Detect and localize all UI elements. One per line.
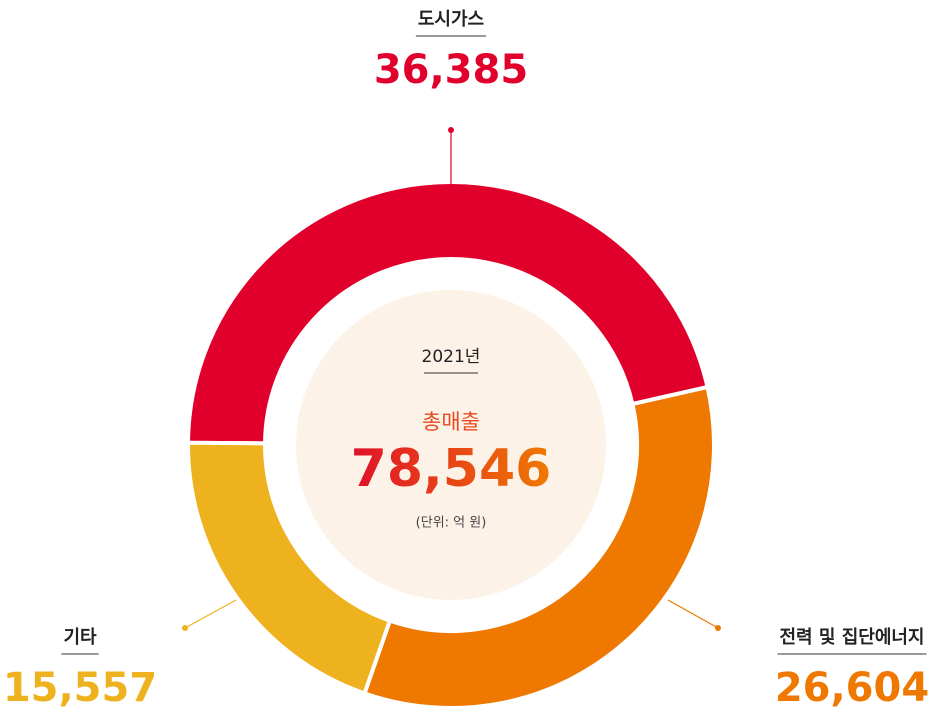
segment-value: 15,557 <box>3 665 157 711</box>
center-unit: (단위: 억 원) <box>416 516 487 531</box>
segment-value: 36,385 <box>374 47 528 93</box>
donut-segment <box>186 440 393 696</box>
segment-label: 도시가스 <box>418 9 484 30</box>
leader-dot <box>715 625 721 631</box>
leader-dot <box>448 127 454 133</box>
segment-label: 전력 및 집단에너지 <box>779 627 924 648</box>
leader-line <box>184 599 237 629</box>
leader-dot <box>182 625 188 631</box>
donut-segment <box>185 180 710 446</box>
segment-label: 기타 <box>63 627 97 648</box>
center-circle <box>296 290 606 600</box>
center-year: 2021년 <box>422 347 481 367</box>
center-label: 총매출 <box>422 410 480 434</box>
donut-segment <box>361 384 716 710</box>
leader-line <box>667 599 719 629</box>
segment-value: 26,604 <box>775 665 929 711</box>
center-total: 78,546 <box>351 439 552 499</box>
